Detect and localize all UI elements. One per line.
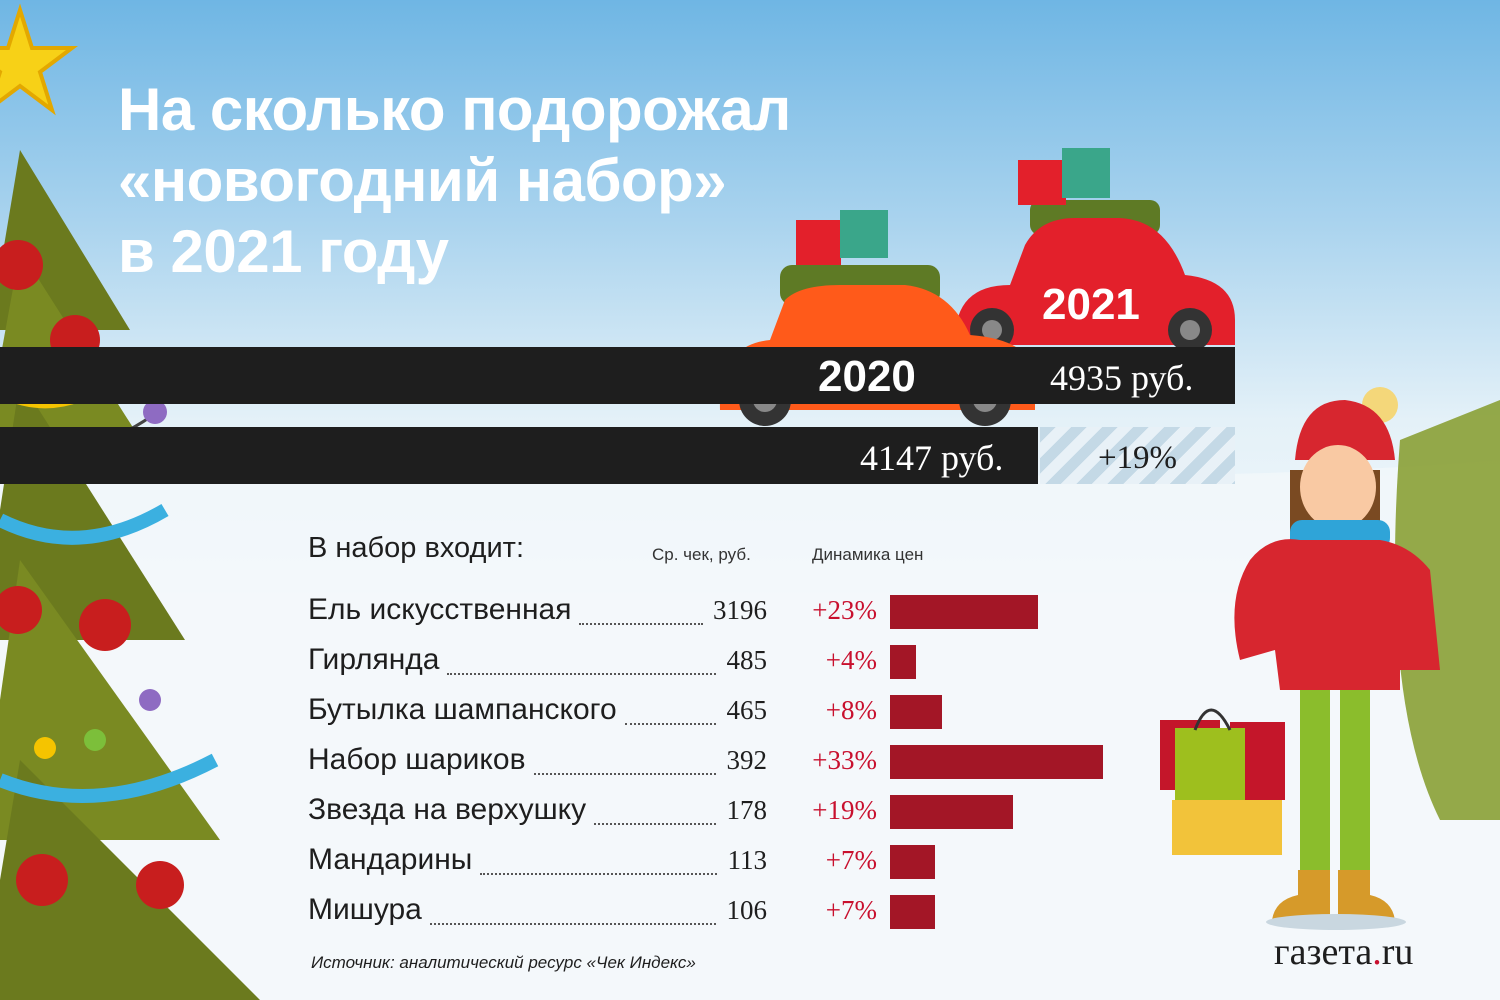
column-header-avg-check: Ср. чек, руб.: [652, 545, 751, 564]
item-price-change: +23%: [812, 595, 877, 625]
gazeta-logo[interactable]: газета.ru: [1274, 930, 1413, 974]
item-leader-dots: [594, 805, 716, 825]
change-badge: [1040, 427, 1235, 484]
item-name: Ель искусственная: [308, 593, 572, 626]
item-avg-check: 485: [726, 645, 768, 675]
title-line-2: «новогодний набор»: [118, 147, 727, 214]
item-avg-check: 465: [726, 695, 768, 725]
item-price-change: +7%: [825, 895, 877, 925]
item-name: Мишура: [308, 893, 422, 926]
item-name: Бутылка шампанского: [308, 693, 617, 726]
girl-with-tree-icon: [1234, 387, 1500, 930]
item-leader-dots: [430, 905, 716, 925]
list-heading: В набор входит:: [308, 532, 524, 564]
list-item: Ель искусственная 3196 +23%: [308, 593, 1108, 639]
item-price-change: +8%: [825, 695, 877, 725]
item-avg-check: 113: [727, 845, 768, 875]
item-change-bar: [890, 645, 916, 679]
item-change-bar: [890, 895, 935, 929]
title-line-3: в 2021 году: [118, 218, 449, 285]
price-2021-label: 4935 руб.: [1050, 358, 1194, 398]
list-item: Мишура 106 +7%: [308, 893, 1108, 939]
item-leader-dots: [579, 605, 703, 625]
item-change-bar: [890, 695, 942, 729]
item-avg-check: 106: [726, 895, 768, 925]
list-item: Мандарины 113 +7%: [308, 843, 1108, 889]
item-change-bar: [890, 795, 1013, 829]
item-name: Мандарины: [308, 843, 473, 876]
item-leader-dots: [625, 705, 716, 725]
list-item: Набор шариков 392 +33%: [308, 743, 1108, 789]
christmas-tree-icon: [0, 3, 260, 1000]
price-2020-label: 4147 руб.: [860, 438, 1004, 478]
item-price-change: +33%: [812, 745, 877, 775]
item-avg-check: 3196: [713, 595, 767, 625]
total-bar-2020: [0, 427, 1038, 484]
car-2021-icon: [955, 148, 1235, 352]
item-avg-check: 392: [726, 745, 768, 775]
car-2021-year-label: 2021: [1042, 280, 1140, 329]
total-bar-2021: [0, 347, 1235, 404]
change-label: +19%: [1097, 440, 1178, 476]
item-price-change: +19%: [812, 795, 877, 825]
column-header-dynamics: Динамика цен: [812, 545, 924, 564]
item-change-bar: [890, 845, 935, 879]
item-avg-check: 178: [726, 795, 768, 825]
logo-dot: .: [1372, 931, 1382, 973]
item-change-bar: [890, 745, 1103, 779]
item-leader-dots: [480, 855, 717, 875]
item-price-change: +7%: [825, 845, 877, 875]
item-change-bar: [890, 595, 1038, 629]
item-price-change: +4%: [825, 645, 877, 675]
item-leader-dots: [534, 755, 716, 775]
item-leader-dots: [447, 655, 716, 675]
list-item: Звезда на верхушку 178 +19%: [308, 793, 1108, 839]
source-note: Источник: аналитический ресурс «Чек Инде…: [311, 953, 696, 972]
logo-suffix: ru: [1381, 931, 1414, 973]
title-line-1: На сколько подорожал: [118, 76, 791, 143]
logo-main: газета: [1274, 931, 1373, 973]
car-2020-year-label: 2020: [818, 352, 916, 401]
page-title: На сколько подорожал «новогодний набор» …: [118, 74, 791, 287]
item-name: Звезда на верхушку: [308, 793, 587, 826]
list-item: Гирлянда 485 +4%: [308, 643, 1108, 689]
item-name: Гирлянда: [308, 643, 440, 676]
item-name: Набор шариков: [308, 743, 526, 776]
shopping-bags-icon: [1160, 708, 1285, 855]
list-item: Бутылка шампанского 465 +8%: [308, 693, 1108, 739]
